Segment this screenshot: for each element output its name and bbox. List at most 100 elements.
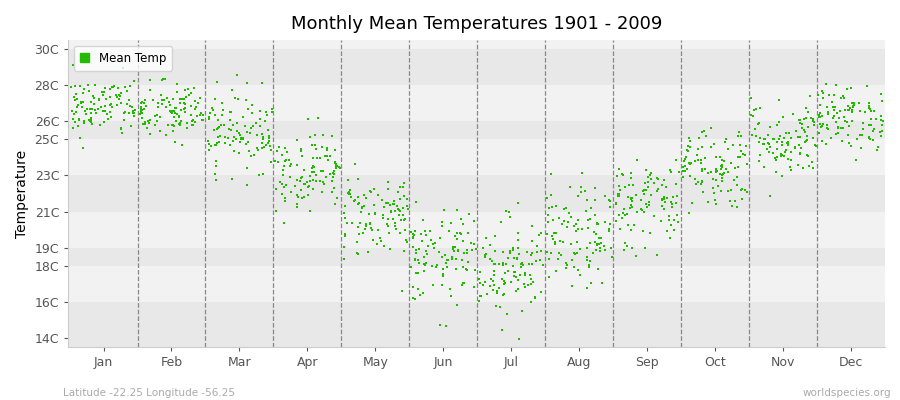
Point xyxy=(842,140,857,146)
Point xyxy=(869,146,884,153)
Point xyxy=(226,122,240,128)
Point xyxy=(114,126,129,132)
Point xyxy=(874,117,888,123)
Point xyxy=(276,172,291,178)
Point xyxy=(177,95,192,102)
Point xyxy=(435,282,449,288)
Point xyxy=(359,222,374,229)
Point xyxy=(374,196,389,203)
Point xyxy=(864,116,878,122)
Point xyxy=(501,255,516,262)
Point xyxy=(223,108,238,115)
Point xyxy=(76,120,91,126)
Point xyxy=(275,166,290,173)
Point xyxy=(541,219,555,225)
Point xyxy=(704,169,718,175)
Point xyxy=(525,238,539,244)
Point xyxy=(170,111,184,118)
Point xyxy=(642,202,656,208)
Point xyxy=(346,198,361,205)
Point xyxy=(545,236,560,242)
Point xyxy=(410,257,425,264)
Point xyxy=(617,184,632,190)
Point xyxy=(347,197,362,203)
Point xyxy=(320,145,334,152)
Point xyxy=(445,256,459,263)
Point xyxy=(460,250,474,256)
Point xyxy=(146,97,160,103)
Point xyxy=(73,135,87,141)
Point xyxy=(681,210,696,216)
Point xyxy=(226,138,240,144)
Point xyxy=(784,167,798,173)
Point xyxy=(842,123,856,129)
Point xyxy=(517,280,531,287)
Point xyxy=(548,268,562,275)
Point xyxy=(560,224,574,231)
Point xyxy=(723,198,737,204)
Point xyxy=(598,193,612,200)
Point xyxy=(116,65,130,71)
Point xyxy=(193,112,207,118)
Point xyxy=(461,229,475,236)
Point xyxy=(211,125,225,131)
Point xyxy=(559,205,573,211)
Point xyxy=(779,140,794,146)
Point xyxy=(734,186,749,192)
Point xyxy=(812,130,826,136)
Point xyxy=(770,139,784,146)
Point xyxy=(862,100,877,106)
Point xyxy=(588,185,602,191)
Point xyxy=(602,226,616,232)
Point xyxy=(68,91,83,97)
Point xyxy=(229,95,243,102)
Point xyxy=(719,166,733,172)
Point xyxy=(126,110,140,117)
Point xyxy=(233,138,248,145)
Point xyxy=(186,116,201,123)
Point xyxy=(805,159,819,166)
Point xyxy=(635,228,650,234)
Point xyxy=(653,218,668,224)
Point xyxy=(711,182,725,189)
Point xyxy=(449,235,464,242)
Point xyxy=(503,213,517,220)
Point xyxy=(590,266,605,272)
Point xyxy=(551,256,565,262)
Point xyxy=(177,104,192,111)
Point xyxy=(876,118,890,124)
Point xyxy=(766,136,780,142)
Point xyxy=(157,96,171,103)
Point xyxy=(790,134,805,140)
Point xyxy=(508,268,522,275)
Point xyxy=(189,104,203,110)
Point xyxy=(460,267,474,273)
Point xyxy=(140,103,154,109)
Point xyxy=(202,147,216,153)
Point xyxy=(96,107,111,114)
Point xyxy=(175,142,189,148)
Point xyxy=(351,223,365,230)
Point xyxy=(260,111,274,118)
Point xyxy=(778,147,793,154)
Point xyxy=(409,296,423,302)
Point xyxy=(236,114,250,120)
Point xyxy=(135,106,149,113)
Point xyxy=(239,80,254,86)
Point xyxy=(696,189,710,196)
Point xyxy=(196,117,211,123)
Point xyxy=(559,260,573,266)
Point xyxy=(490,288,504,294)
Point xyxy=(815,88,830,95)
Legend: Mean Temp: Mean Temp xyxy=(74,46,172,71)
Point xyxy=(485,258,500,264)
Point xyxy=(637,245,652,251)
Point xyxy=(706,190,721,196)
Point xyxy=(681,148,696,154)
Point xyxy=(799,137,814,143)
Point xyxy=(304,169,319,175)
Point xyxy=(170,80,184,87)
Point xyxy=(410,246,424,253)
Point xyxy=(588,212,602,218)
Point xyxy=(518,284,533,290)
